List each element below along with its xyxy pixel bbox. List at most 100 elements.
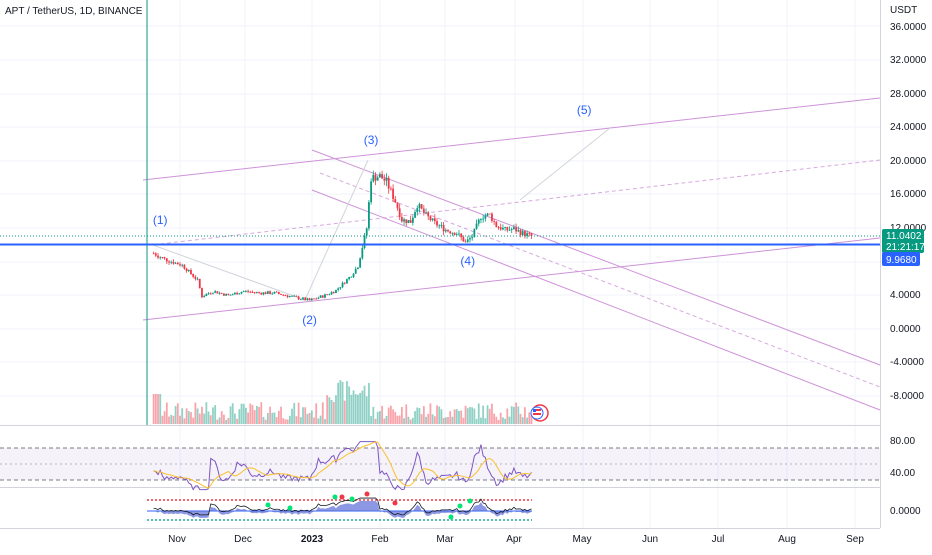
time-tick: Mar (436, 534, 454, 545)
candle-body (297, 296, 300, 300)
volume-bar (515, 402, 517, 424)
volume-bar (214, 405, 217, 424)
volume-bar (427, 413, 430, 424)
volume-bar (444, 417, 447, 424)
volume-bar (313, 417, 315, 424)
osc-signal-dot (265, 502, 271, 508)
candle-body (196, 278, 199, 280)
volume-bar (455, 409, 458, 424)
candle-body (372, 174, 375, 182)
osc-signal-dot (457, 503, 463, 509)
price-axis[interactable]: USDT 36.0000 32.0000 28.0000 24.0000 20.… (890, 5, 927, 402)
price-axis-currency: USDT (890, 5, 917, 16)
volume-bar (350, 394, 353, 424)
candle-body (271, 293, 274, 295)
osc-signal-dot (448, 514, 454, 520)
candle-body (368, 202, 370, 229)
volume-bar (396, 415, 399, 424)
candle-body (348, 277, 351, 280)
candle-body (310, 298, 313, 301)
price-tick: 12.0000 (890, 223, 927, 234)
volume-bar (176, 403, 179, 424)
volume-bar (216, 419, 219, 424)
candle-body (449, 231, 452, 234)
candle-body (517, 230, 520, 232)
last-price-badge[interactable]: 11.0402 21:21:17 (882, 229, 925, 253)
volume-bar (486, 405, 489, 424)
oscillator-indicator (147, 491, 532, 521)
candle-body (152, 253, 155, 255)
candle-body (187, 270, 190, 272)
volume-bar (251, 405, 254, 424)
volume-bar (442, 417, 445, 424)
candle-body (262, 292, 265, 295)
candle-body (510, 229, 513, 230)
volume-bar (238, 409, 241, 424)
volume-bar (458, 410, 460, 424)
volume-bar (231, 403, 234, 424)
candle-body (422, 208, 425, 213)
candle-body (330, 292, 333, 295)
volume-bar (262, 416, 265, 424)
volume-bar (330, 399, 333, 424)
us-flag-event-icon[interactable] (530, 404, 549, 422)
candle-body (234, 292, 236, 295)
volume-bar (240, 403, 243, 424)
volume-bar (319, 415, 322, 424)
time-tick: May (573, 534, 592, 545)
trend-line (149, 243, 306, 301)
volume-bar (339, 380, 342, 424)
bar-countdown: 21:21:17 (886, 242, 925, 253)
candle-body (352, 273, 355, 277)
volume-bar (236, 418, 239, 424)
volume-bar (438, 406, 441, 424)
time-axis[interactable]: Nov Dec 2023 Feb Mar Apr May Jun Jul Aug… (168, 534, 864, 545)
candle-body (225, 293, 228, 296)
price-tick: 36.0000 (890, 22, 927, 33)
candle-body (350, 276, 353, 278)
last-price-value: 11.0402 (886, 231, 922, 242)
volume-bar (328, 397, 331, 424)
candle-body (205, 293, 208, 297)
volume-bar (332, 401, 335, 424)
volume-bar (282, 418, 285, 424)
volume-bar (249, 403, 252, 424)
candle-body (526, 233, 528, 237)
volume-bar (253, 410, 256, 424)
rsi-line (153, 441, 532, 491)
volume-bar (161, 415, 164, 424)
candle-body (354, 268, 357, 274)
osc-signal-dot (364, 491, 370, 497)
wave-labels: (1) (2) (3) (4) (5) (153, 103, 592, 327)
candle-body (172, 261, 175, 264)
level-price-badge[interactable]: 9.9680 (882, 252, 920, 266)
wave-label: (3) (364, 133, 379, 147)
candle-body (442, 225, 445, 232)
volume-bar (357, 394, 359, 424)
volume-bar (348, 386, 351, 424)
volume-bar (359, 392, 362, 424)
candle-body (477, 219, 480, 224)
rsi-ma-line (153, 441, 532, 489)
volume-bar (480, 417, 482, 424)
volume-bar (422, 406, 425, 424)
volume-bar (387, 407, 390, 424)
candle-body (227, 293, 230, 295)
candle-body (181, 264, 184, 266)
volume-bar (374, 418, 377, 424)
candle-body (519, 230, 522, 235)
volume-bar (179, 415, 181, 424)
candle-body (343, 282, 346, 284)
volume-bar (220, 411, 223, 424)
volume-bar (488, 408, 491, 424)
symbol-title[interactable]: APT / TetherUS, 1D, BINANCE (5, 6, 143, 17)
volume-bar (449, 411, 452, 424)
candle-body (203, 296, 206, 298)
volume-bar (174, 406, 177, 424)
trend-drawings[interactable] (142, 97, 881, 411)
volume-bar (502, 417, 504, 424)
candle-body (216, 291, 219, 294)
candle-body (431, 218, 434, 221)
